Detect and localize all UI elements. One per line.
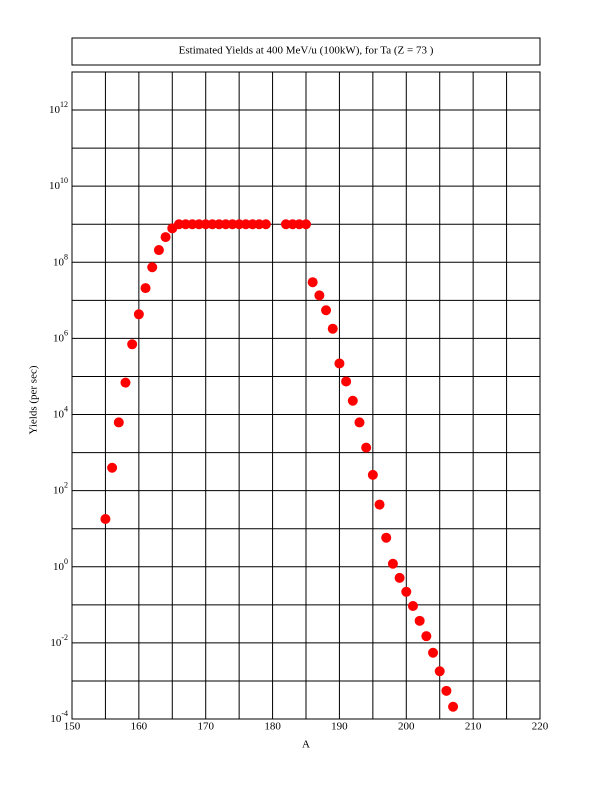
data-point	[321, 305, 332, 316]
x-tick-label: 170	[197, 721, 214, 733]
data-point	[448, 701, 459, 712]
data-point	[100, 513, 111, 524]
data-point	[414, 615, 425, 626]
data-point	[387, 558, 398, 569]
data-point	[301, 219, 311, 230]
data-point	[260, 219, 271, 230]
data-point	[133, 309, 144, 320]
x-tick-label: 190	[331, 721, 348, 733]
data-point	[307, 277, 318, 288]
data-point	[428, 647, 439, 658]
x-tick-label: 210	[465, 721, 482, 733]
y-tick-label: 106	[53, 328, 68, 344]
y-tick-label: 1010	[49, 176, 68, 192]
data-point	[441, 685, 452, 696]
data-point	[361, 442, 372, 453]
data-point	[374, 499, 385, 510]
data-point	[314, 290, 325, 301]
data-point	[153, 245, 164, 256]
y-tick-label: 108	[53, 252, 68, 268]
data-point	[120, 377, 131, 388]
data-point	[140, 283, 151, 294]
y-tick-label: 10-2	[50, 633, 68, 649]
y-tick-label: 100	[53, 557, 68, 573]
y-tick-label: 104	[53, 404, 68, 420]
data-point	[347, 395, 358, 406]
data-point	[147, 262, 158, 273]
x-tick-label: 160	[131, 721, 148, 733]
data-point	[434, 666, 445, 677]
x-tick-label: 180	[264, 721, 281, 733]
data-point	[160, 232, 171, 243]
chart-title: Estimated Yields at 400 MeV/u (100kW), f…	[179, 45, 434, 57]
data-point	[127, 339, 138, 350]
data-point	[407, 601, 418, 612]
y-tick-label: 10-4	[50, 709, 68, 725]
data-point	[394, 572, 405, 583]
y-axis-label: Yields (per sec)	[28, 365, 40, 434]
y-tick-label: 102	[53, 480, 68, 496]
data-point	[327, 323, 338, 334]
data-point	[421, 631, 432, 642]
y-tick-label: 1012	[49, 100, 68, 116]
data-point	[367, 469, 378, 480]
data-point	[381, 532, 392, 543]
x-tick-label: 150	[64, 721, 81, 733]
title-box	[71, 37, 541, 66]
data-point	[401, 586, 412, 597]
x-tick-label: 200	[398, 721, 415, 733]
data-point	[334, 358, 345, 369]
x-axis-label: A	[302, 739, 310, 751]
data-point	[107, 462, 118, 473]
data-point	[354, 417, 365, 428]
data-point	[113, 417, 124, 428]
x-tick-label: 220	[532, 721, 549, 733]
data-point	[341, 376, 352, 387]
